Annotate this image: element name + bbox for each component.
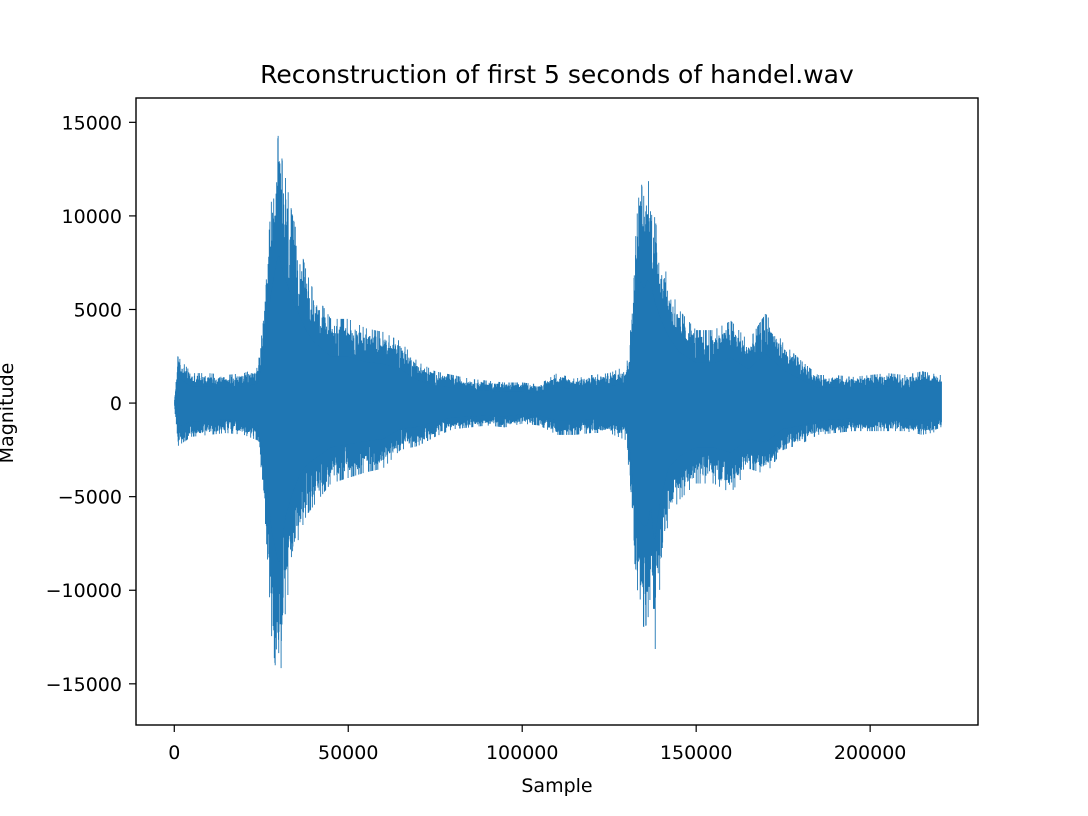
x-tick-label: 50000 bbox=[318, 742, 378, 764]
y-tick-label: 15000 bbox=[62, 112, 122, 134]
x-axis-label: Sample bbox=[521, 775, 592, 797]
y-tick-label: −10000 bbox=[46, 580, 122, 602]
y-tick-label: −15000 bbox=[46, 674, 122, 696]
y-tick-label: 0 bbox=[110, 393, 122, 415]
y-tick-label: −5000 bbox=[58, 487, 122, 509]
plot-area bbox=[174, 135, 942, 669]
x-tick-label: 200000 bbox=[834, 742, 907, 764]
x-tick-label: 0 bbox=[168, 742, 180, 764]
waveform-core bbox=[174, 255, 942, 562]
y-axis-label: Magnitude bbox=[0, 363, 18, 464]
axes-frame bbox=[135, 97, 979, 726]
chart-title: Reconstruction of first 5 seconds of han… bbox=[260, 60, 854, 89]
x-axis: 0 50000 100000 150000 200000 bbox=[168, 725, 906, 764]
x-tick-label: 150000 bbox=[660, 742, 733, 764]
x-tick-label: 100000 bbox=[486, 742, 559, 764]
y-tick-label: 10000 bbox=[62, 206, 122, 228]
y-tick-label: 5000 bbox=[74, 299, 122, 321]
y-axis: 15000 10000 5000 0 −5000 −10000 −15000 bbox=[46, 112, 136, 696]
